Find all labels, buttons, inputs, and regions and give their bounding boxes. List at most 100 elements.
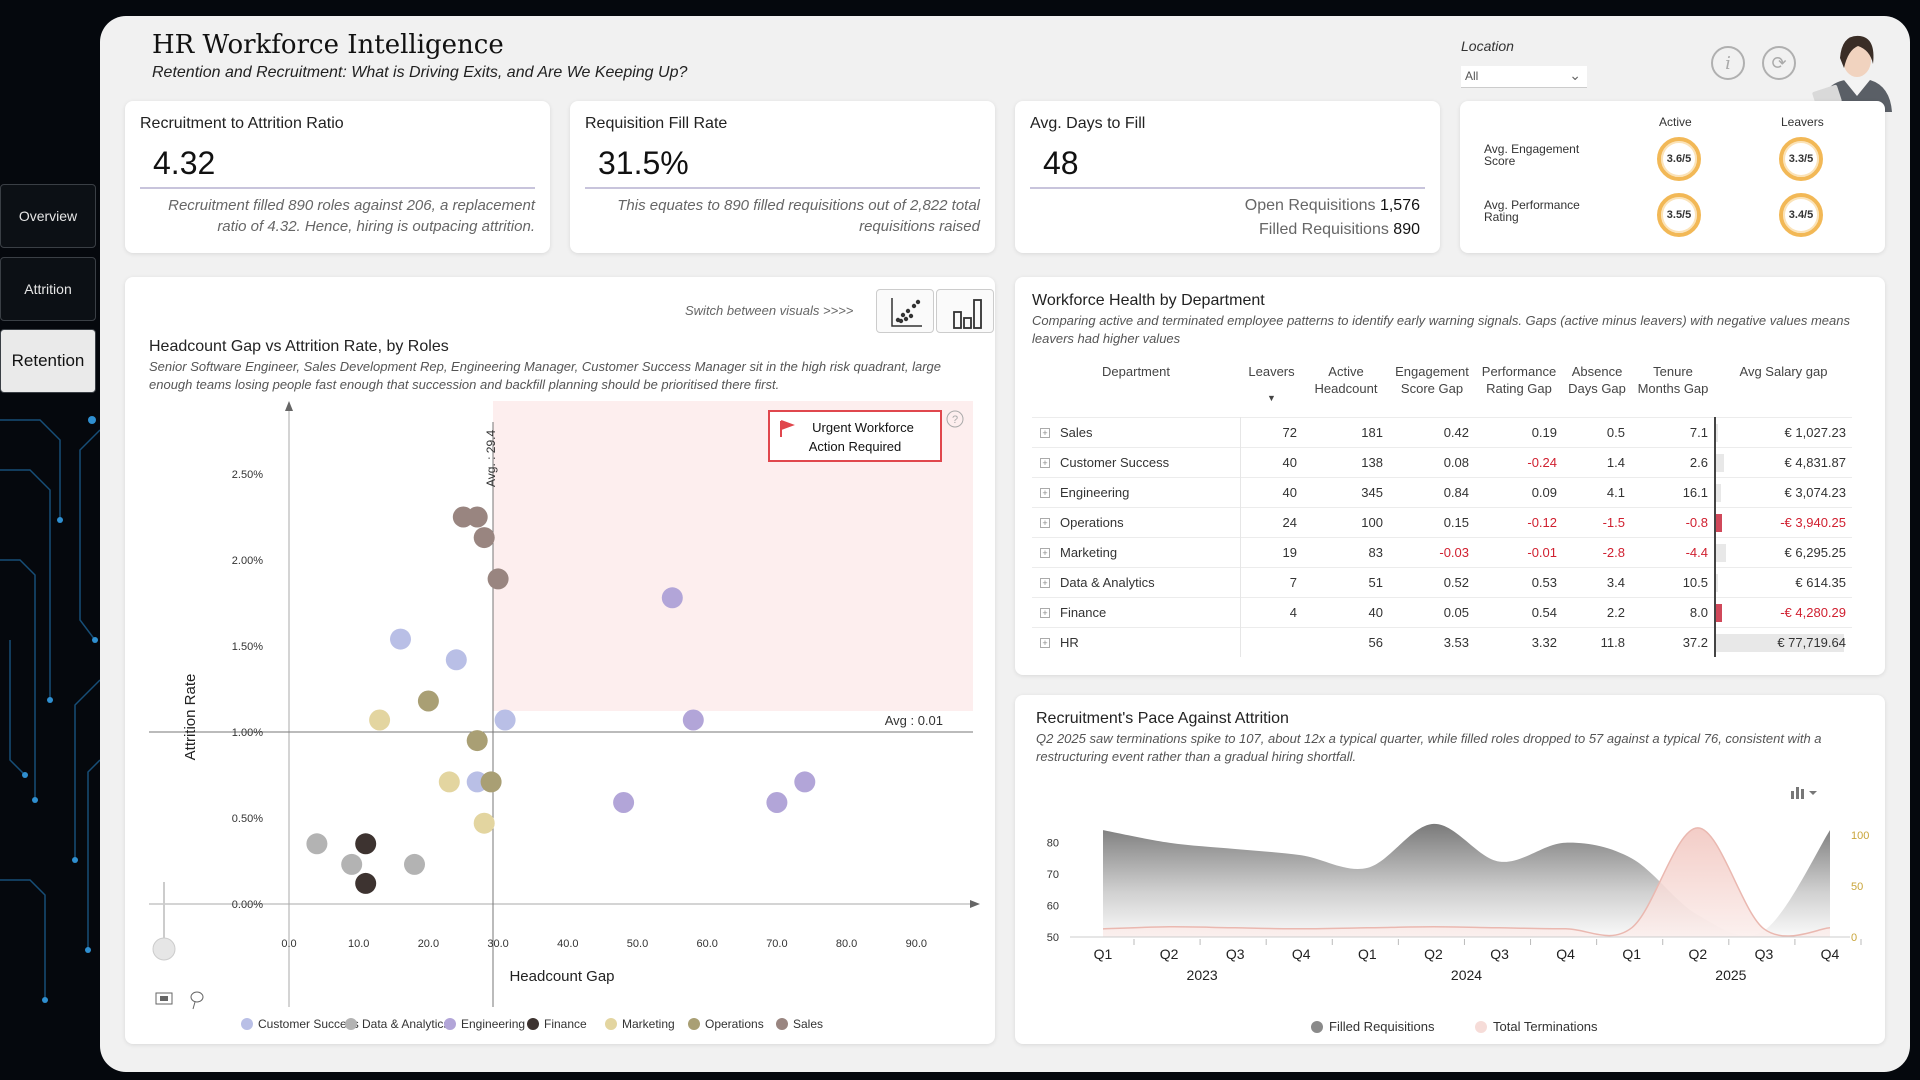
right-y-tick-label: 100 [1851, 830, 1869, 842]
page-subtitle: Retention and Recruitment: What is Drivi… [152, 64, 688, 81]
expand-icon[interactable]: + [1040, 547, 1050, 558]
expand-icon[interactable]: + [1040, 517, 1050, 528]
table-row[interactable]: + Operations 24 100 0.15 -0.12 -1.5 -0.8 -€ 3,94… [1032, 506, 1852, 537]
salary-gap-cell: -€ 4,280.29 [1714, 596, 1852, 627]
scatter-point-engineering[interactable] [682, 709, 704, 731]
scatter-point-customer-success[interactable] [445, 649, 467, 671]
engagement-active-ring: 3.6/5 [1657, 137, 1701, 181]
left-y-tick-label: 60 [1047, 901, 1059, 913]
legend-item[interactable]: Sales [776, 1017, 823, 1031]
scatter-point-marketing[interactable] [438, 771, 460, 793]
scatter-point-data-analytics[interactable] [341, 853, 363, 875]
expand-icon[interactable]: + [1040, 577, 1050, 588]
col-engagement-gap[interactable]: Engagement Score Gap [1395, 364, 1469, 396]
table-row[interactable]: + HR 56 3.53 3.32 11.8 37.2 € 77,719.64 [1032, 626, 1852, 657]
fit-to-screen-icon[interactable] [155, 992, 173, 1005]
scatter-point-data-analytics[interactable] [404, 853, 425, 875]
y-tick-label: 0.00% [232, 899, 263, 911]
performance-gap-cell: -0.24 [1475, 446, 1563, 477]
svg-text:?: ? [952, 414, 958, 426]
scatter-point-engineering[interactable] [794, 771, 816, 793]
avg-x-label: Avg. : 29.4 [484, 430, 498, 487]
scatter-point-finance[interactable] [355, 833, 377, 855]
scatter-point-operations[interactable] [466, 730, 488, 752]
pace-legend-term: Total Terminations [1475, 1019, 1598, 1034]
legend-swatch [776, 1018, 788, 1030]
kpi-fill-title: Requisition Fill Rate [585, 115, 728, 132]
scatter-point-operations[interactable] [480, 771, 502, 793]
scatter-point-operations[interactable] [417, 690, 439, 712]
total-terminations-line [1102, 827, 1831, 937]
kpi-fill-note: This equates to 890 filled requisitions … [617, 197, 980, 235]
left-y-tick-label: 50 [1047, 932, 1059, 944]
scatter-point-customer-success[interactable] [494, 709, 516, 731]
year-tick-label: 2024 [1451, 967, 1482, 983]
legend-item[interactable]: Data & Analytics [345, 1017, 449, 1031]
table-header: Department Leavers ▼ Active Headcount Eng… [1032, 363, 1852, 417]
scatter-point-marketing[interactable] [473, 812, 495, 834]
scatter-point-marketing[interactable] [369, 709, 391, 731]
expand-icon[interactable]: + [1040, 427, 1050, 438]
legend-item[interactable]: Engineering [444, 1017, 525, 1031]
expand-icon[interactable]: + [1040, 487, 1050, 498]
leavers-cell: 7 [1240, 566, 1303, 597]
scatter-view-button[interactable] [876, 289, 934, 333]
table-row[interactable]: + Data & Analytics 7 51 0.52 0.53 3.4 10.5 € 614… [1032, 566, 1852, 597]
nav-overview[interactable]: Overview [0, 184, 96, 248]
scatter-point-engineering[interactable] [613, 792, 635, 813]
expand-icon[interactable]: + [1040, 637, 1050, 648]
sort-desc-icon: ▼ [1267, 393, 1276, 403]
scatter-chart-icon [891, 298, 922, 327]
table-row[interactable]: + Customer Success 40 138 0.08 -0.24 1.4 2.6 € 4… [1032, 446, 1852, 477]
scatter-point-data-analytics[interactable] [306, 833, 328, 855]
help-icon[interactable]: ? [946, 410, 964, 428]
salary-gap-cell: € 6,295.25 [1714, 536, 1852, 567]
scatter-point-sales[interactable] [466, 506, 488, 528]
col-leavers[interactable]: Leavers ▼ [1240, 363, 1303, 417]
scatter-point-sales[interactable] [487, 568, 509, 590]
x-axis-label: Headcount Gap [509, 968, 614, 985]
dept-cell: + Operations [1032, 506, 1241, 537]
legend-item[interactable]: Finance [527, 1017, 587, 1031]
legend-term-swatch [1475, 1021, 1487, 1033]
scatter-point-customer-success[interactable] [390, 628, 411, 650]
table-row[interactable]: + Finance 4 40 0.05 0.54 2.2 8.0 -€ 4,280.29 [1032, 596, 1852, 627]
absence-gap-cell: -1.5 [1563, 506, 1631, 537]
refresh-icon[interactable]: ⟳ [1762, 46, 1796, 80]
legend-swatch [241, 1018, 253, 1030]
scatter-point-sales[interactable] [473, 527, 495, 549]
table-row[interactable]: + Engineering 40 345 0.84 0.09 4.1 16.1 € 3,074.… [1032, 476, 1852, 507]
expand-icon[interactable]: + [1040, 457, 1050, 468]
x-tick-label: 70.0 [766, 938, 787, 950]
bar-view-button[interactable] [936, 289, 994, 333]
lasso-icon[interactable] [190, 991, 204, 1010]
col-salary-gap[interactable]: Avg Salary gap [1739, 364, 1828, 379]
legend-item[interactable]: Operations [688, 1017, 764, 1031]
table-row[interactable]: + Marketing 19 83 -0.03 -0.01 -2.8 -4.4 € 6,295.… [1032, 536, 1852, 567]
nav-attrition[interactable]: Attrition [0, 257, 96, 321]
expand-icon[interactable]: + [1040, 607, 1050, 618]
col-tenure-gap[interactable]: Tenure Months Gap [1637, 364, 1709, 396]
nav-retention[interactable]: Retention [0, 329, 96, 393]
scatter-point-engineering[interactable] [766, 792, 788, 813]
chart-options-icon[interactable] [1785, 783, 1823, 803]
scatter-point-finance[interactable] [355, 872, 377, 894]
col-absence-gap[interactable]: Absence Days Gap [1568, 364, 1626, 396]
legend-item[interactable]: Marketing [605, 1017, 675, 1031]
quarter-tick-label: Q1 [1094, 946, 1113, 962]
scatter-point-engineering[interactable] [661, 587, 683, 609]
legend-item[interactable]: Customer Success [241, 1017, 359, 1031]
y-tick-label: 1.00% [232, 727, 263, 739]
col-active-headcount[interactable]: Active Headcount [1314, 364, 1378, 396]
info-icon[interactable]: i [1711, 46, 1745, 80]
absence-gap-cell: 2.2 [1563, 596, 1631, 627]
zoom-slider-handle[interactable] [152, 937, 176, 961]
tenure-gap-cell: 10.5 [1631, 566, 1715, 597]
salary-gap-bar [1716, 603, 1722, 622]
tenure-gap-cell: 8.0 [1631, 596, 1715, 627]
absence-gap-cell: 0.5 [1563, 416, 1631, 447]
col-performance-gap[interactable]: Performance Rating Gap [1481, 364, 1557, 396]
table-row[interactable]: + Sales 72 181 0.42 0.19 0.5 7.1 € 1,027.23 [1032, 416, 1852, 447]
col-department[interactable]: Department [1102, 364, 1170, 379]
location-select[interactable]: All ⌄ [1461, 66, 1587, 88]
